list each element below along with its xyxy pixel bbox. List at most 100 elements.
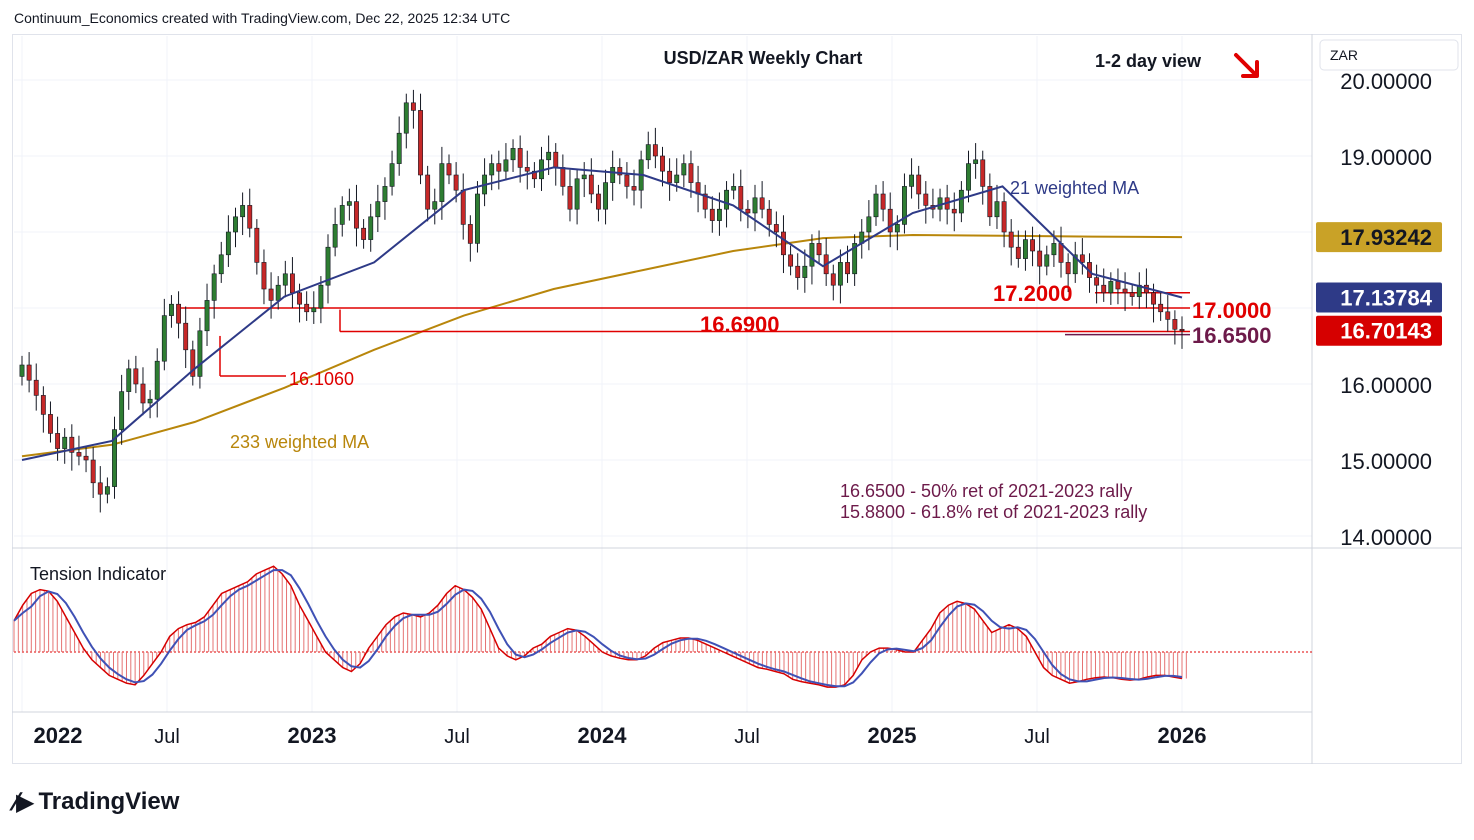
candle-body (218, 254, 224, 275)
candle-body (169, 303, 174, 316)
candle-body (1072, 254, 1078, 275)
candle-body (1122, 288, 1128, 294)
candle-body (325, 246, 331, 286)
candle-body (368, 216, 374, 240)
x-tick-label: 2023 (288, 723, 337, 748)
candle-body (802, 265, 808, 278)
candle-body (887, 208, 893, 233)
candle-body (524, 167, 530, 172)
candle-body (197, 330, 203, 377)
candle-body (318, 284, 324, 309)
price-tag-label: 16.70143 (1340, 319, 1432, 344)
candle-body (467, 224, 473, 244)
candle-body (667, 170, 673, 183)
ma-233-label: 233 weighted MA (230, 432, 369, 452)
candle-body (909, 174, 915, 187)
view-label: 1-2 day view (1095, 51, 1202, 71)
candle-body (553, 151, 559, 168)
x-tick-label: Jul (734, 726, 760, 748)
candle-body (1030, 239, 1035, 252)
candle-body (233, 216, 238, 233)
candle-body (439, 163, 445, 202)
candle-body (104, 486, 110, 495)
candle-body (1051, 243, 1057, 256)
candle-body (731, 186, 737, 191)
candle-body (880, 193, 886, 210)
candle-body (453, 174, 459, 191)
x-tick-label: 2026 (1158, 723, 1207, 748)
candle-body (845, 262, 850, 275)
candle-body (19, 364, 25, 377)
candle-body (410, 102, 416, 111)
candle-body (140, 383, 146, 404)
candle-body (375, 201, 381, 218)
tension-line (13, 565, 1183, 688)
candle-body (603, 182, 608, 210)
candle-body (1172, 319, 1178, 330)
y-tick-label: 19.00000 (1340, 145, 1432, 170)
candle-body (660, 155, 665, 172)
candle-body (617, 167, 623, 176)
candle-body (966, 163, 971, 191)
candle-body (610, 167, 616, 183)
x-tick-label: 2022 (34, 723, 83, 748)
candle-body (133, 368, 139, 385)
candle-body (475, 193, 480, 244)
note-61-8-retracement: 15.8800 - 61.8% ret of 2021-2023 rally (840, 502, 1147, 522)
candle-body (382, 186, 388, 202)
ma-233-path (21, 233, 1183, 458)
candle-body (795, 265, 801, 278)
ma-21-path (21, 166, 1183, 461)
candle-body (652, 144, 658, 157)
y-tick-label: 20.00000 (1340, 69, 1432, 94)
candle-body (76, 452, 82, 457)
candle-body (674, 174, 680, 183)
candle-body (62, 436, 68, 449)
candle-body (446, 163, 452, 176)
candle-body (923, 193, 929, 206)
candle-body (1151, 292, 1156, 305)
candle-body (1108, 281, 1114, 294)
candle-body (389, 163, 395, 187)
candle-body (1044, 254, 1050, 267)
candle-body (894, 224, 900, 233)
candle-body (147, 398, 153, 404)
x-tick-label: 2024 (578, 723, 628, 748)
price-tag (1316, 282, 1442, 313)
candle-body (574, 178, 580, 210)
currency-label: ZAR (1330, 47, 1358, 63)
candle-body (809, 243, 815, 267)
candle-body (766, 208, 772, 225)
candle-body (773, 224, 779, 233)
candle-body (119, 391, 125, 430)
chart-credit: Continuum_Economics created with Trading… (14, 10, 511, 26)
level-label-16-6500: 16.6500 (1192, 323, 1272, 348)
candle-body (531, 170, 537, 180)
candle-body (183, 322, 189, 351)
candle-body (517, 148, 523, 168)
candle-body (275, 284, 281, 301)
price-tag-label: 17.13784 (1340, 286, 1433, 311)
candle-body (596, 193, 601, 210)
candle-body (902, 186, 907, 225)
candle-body (225, 231, 231, 256)
candle-body (396, 132, 402, 164)
tradingview-logo[interactable]: ⁄▶ TradingView (14, 788, 179, 816)
candle-body (254, 227, 260, 263)
candle-body (702, 193, 708, 210)
currency-box (1319, 39, 1459, 71)
candle-body (745, 208, 751, 214)
x-tick-label: Jul (154, 726, 180, 748)
candle-body (240, 205, 246, 218)
level-label-17-2000: 17.2000 (993, 281, 1073, 306)
candle-body (332, 224, 338, 248)
candle-body (48, 414, 53, 434)
candle-body (489, 163, 495, 176)
candle-body (1079, 254, 1085, 263)
candle-body (261, 262, 267, 290)
y-tick-label: 14.00000 (1340, 525, 1432, 550)
x-tick-label: 2025 (868, 723, 917, 748)
candle-body (980, 159, 986, 187)
candle-body (282, 273, 288, 286)
